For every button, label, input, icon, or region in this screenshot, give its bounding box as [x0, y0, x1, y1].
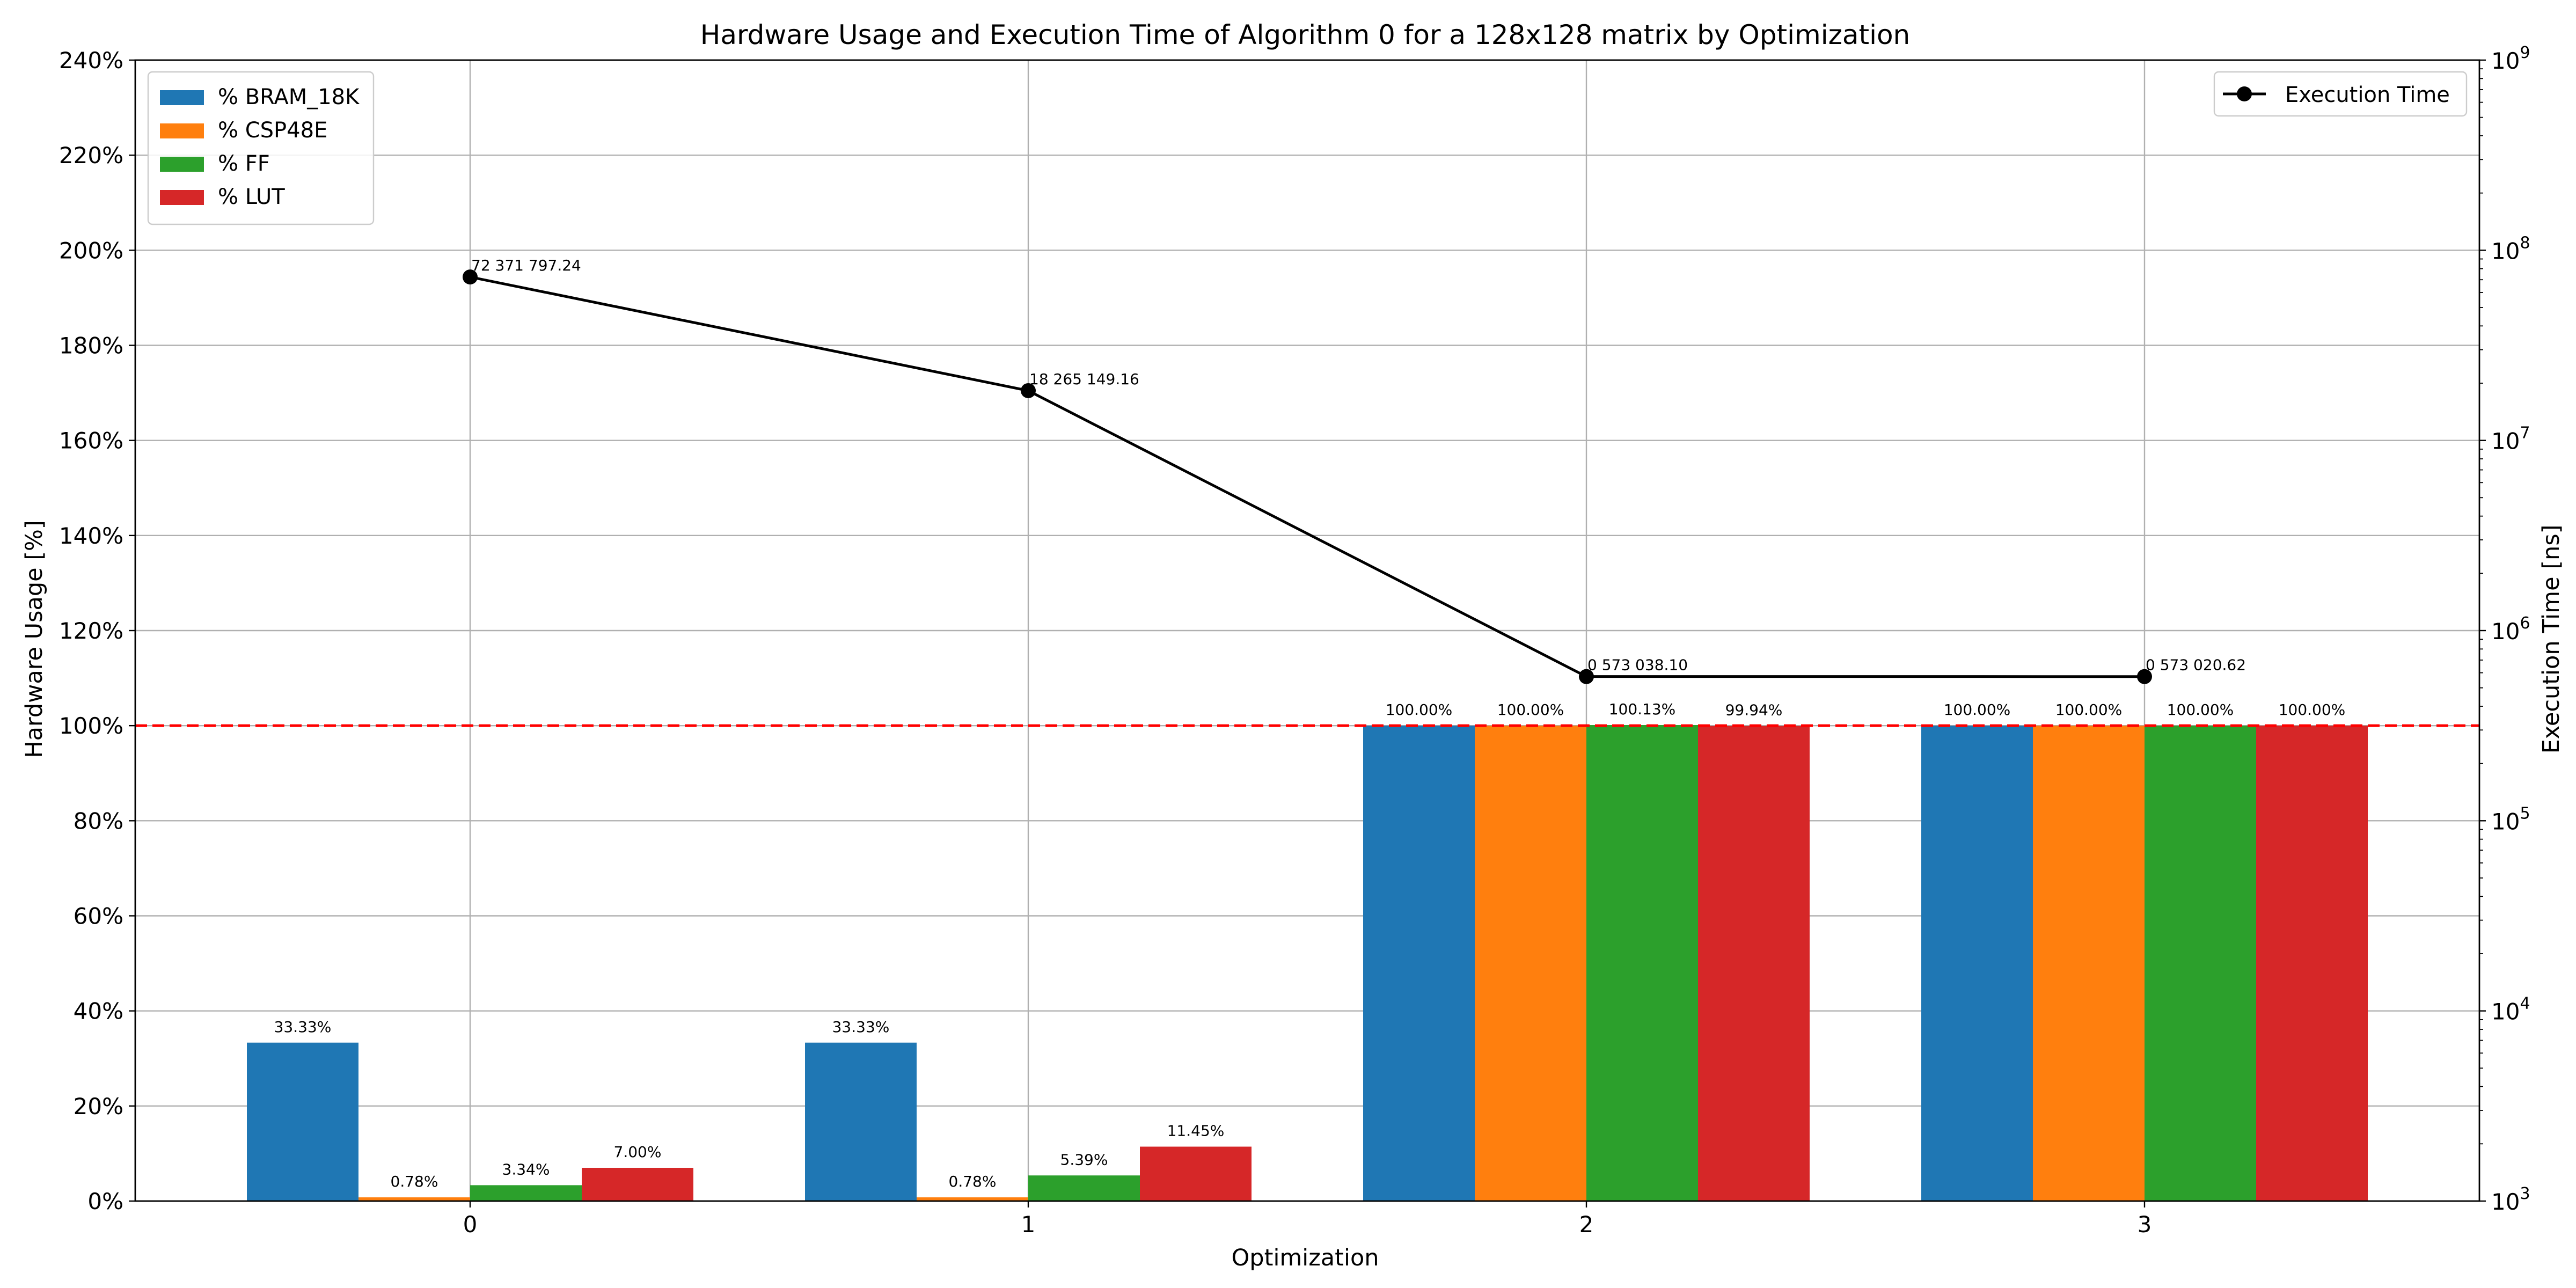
- y-tick-label: 220%: [59, 142, 123, 169]
- x-tick-label: 0: [463, 1211, 478, 1238]
- bar-value-label: 100.00%: [2279, 701, 2346, 719]
- y-tick-label: 200%: [59, 237, 123, 264]
- bar-lut: [582, 1167, 693, 1201]
- y2-tick-label: 109: [2491, 43, 2530, 74]
- y-tick-label: 60%: [74, 903, 123, 930]
- legend-bars: % BRAM_18K % CSP48E % FF % LUT: [147, 71, 375, 225]
- y2-tick-label: 108: [2491, 233, 2530, 264]
- bar-ff: [1586, 725, 1698, 1201]
- legend-label: % CSP48E: [218, 118, 327, 143]
- x-axis-label: Optimization: [1231, 1245, 1379, 1271]
- x-tick-label: 2: [1579, 1211, 1594, 1238]
- y-tick-label: 160%: [59, 428, 123, 454]
- legend-swatch: [160, 123, 204, 138]
- bar-value-label: 100.13%: [1609, 700, 1676, 718]
- execution-time-point: [2137, 669, 2152, 684]
- legend-swatch: [160, 157, 204, 172]
- bar-value-label: 0.78%: [391, 1173, 438, 1190]
- y2-tick-label: 103: [2491, 1184, 2530, 1215]
- y-tick-label: 80%: [74, 808, 123, 834]
- bar-bram18k: [1363, 726, 1475, 1201]
- y-tick-label: 0%: [87, 1188, 123, 1214]
- y2-tick-label: 104: [2491, 994, 2530, 1025]
- left-axis-ticks: 0% 20% 40% 60% 80% 100% 120% 140% 160% 180% 200% 22…: [59, 47, 135, 1214]
- bar-value-label: 0.78%: [949, 1173, 997, 1190]
- y-tick-label: 240%: [59, 47, 123, 74]
- y-tick-label: 180%: [59, 333, 123, 359]
- bar-value-label: 7.00%: [614, 1143, 662, 1161]
- bar-value-label: 100.00%: [1497, 701, 1564, 719]
- bar-value-label: 33.33%: [832, 1018, 890, 1036]
- x-tick-label: 3: [2138, 1211, 2152, 1238]
- legend-bars-box: [147, 71, 375, 225]
- execution-time-value-label: 72 371 797.24: [471, 257, 581, 274]
- x-axis-ticks: 0 1 2 3: [463, 1201, 2152, 1238]
- bar-ff: [470, 1185, 582, 1201]
- y2-tick-label: 106: [2491, 614, 2530, 645]
- execution-time-point: [1579, 669, 1594, 684]
- execution-time-polyline: [470, 275, 2145, 678]
- bar-value-label: 100.00%: [1386, 701, 1453, 719]
- execution-time-value-label: 18 265 149.16: [1029, 370, 1139, 388]
- legend-label: Execution Time: [2285, 83, 2450, 107]
- bar-ff: [2145, 726, 2256, 1201]
- y-tick-label: 100%: [59, 713, 123, 739]
- legend-swatch: [160, 190, 204, 205]
- y-tick-label: 40%: [74, 998, 123, 1024]
- bar-labels: 33.33% 33.33% 100.00% 100.00% 0.78% 0.78% 100.…: [274, 700, 2346, 1190]
- legend-line-box: [2213, 71, 2468, 117]
- bar-lut: [1698, 726, 1810, 1201]
- bar-lut: [2256, 726, 2368, 1201]
- bar-csp48e: [2033, 726, 2145, 1201]
- bars: [247, 725, 2368, 1201]
- grid: [135, 59, 2479, 1202]
- execution-time-point: [1021, 383, 1036, 398]
- y2-tick-label: 107: [2491, 424, 2530, 455]
- bar-bram18k: [805, 1042, 917, 1201]
- y2-tick-label: 105: [2491, 804, 2530, 835]
- bar-csp48e: [917, 1197, 1028, 1201]
- legend-line-marker: [2237, 86, 2252, 101]
- bar-ff: [1028, 1175, 1140, 1201]
- y-tick-label: 20%: [74, 1093, 123, 1119]
- bar-value-label: 99.94%: [1725, 701, 1783, 719]
- y-axis-label: Hardware Usage [%]: [21, 520, 48, 758]
- right-axis-ticks: 103 104 105 106 107 108 109: [2479, 43, 2530, 1215]
- execution-time-line: 72 371 797.24 18 265 149.16 0 573 038.10 0 …: [463, 257, 2246, 684]
- bar-value-label: 33.33%: [274, 1018, 332, 1036]
- legend-line: Execution Time: [2213, 71, 2468, 117]
- bar-lut: [1140, 1146, 1252, 1201]
- execution-time-value-label: 0 573 020.62: [2146, 656, 2246, 674]
- bar-value-label: 100.00%: [2167, 701, 2234, 719]
- legend-swatch: [160, 90, 204, 105]
- bar-csp48e: [358, 1197, 470, 1201]
- bar-bram18k: [1921, 726, 2033, 1201]
- bar-value-label: 100.00%: [2055, 701, 2123, 719]
- bar-bram18k: [247, 1042, 358, 1201]
- legend-label: % LUT: [218, 185, 285, 209]
- bar-value-label: 3.34%: [502, 1160, 550, 1178]
- bar-csp48e: [1475, 726, 1586, 1201]
- x-tick-label: 1: [1021, 1211, 1036, 1238]
- y-tick-label: 140%: [59, 523, 123, 549]
- bar-value-label: 5.39%: [1060, 1151, 1108, 1168]
- execution-time-point: [463, 269, 478, 285]
- bar-value-label: 100.00%: [1944, 701, 2011, 719]
- execution-time-value-label: 0 573 038.10: [1587, 656, 1688, 674]
- legend-label: % FF: [218, 151, 270, 176]
- legend-label: % BRAM_18K: [218, 85, 360, 109]
- chart-title: Hardware Usage and Execution Time of Alg…: [700, 19, 1911, 50]
- y2-axis-label: Execution Time [ns]: [2538, 525, 2565, 754]
- y-tick-label: 120%: [59, 618, 123, 644]
- bar-value-label: 11.45%: [1167, 1122, 1225, 1140]
